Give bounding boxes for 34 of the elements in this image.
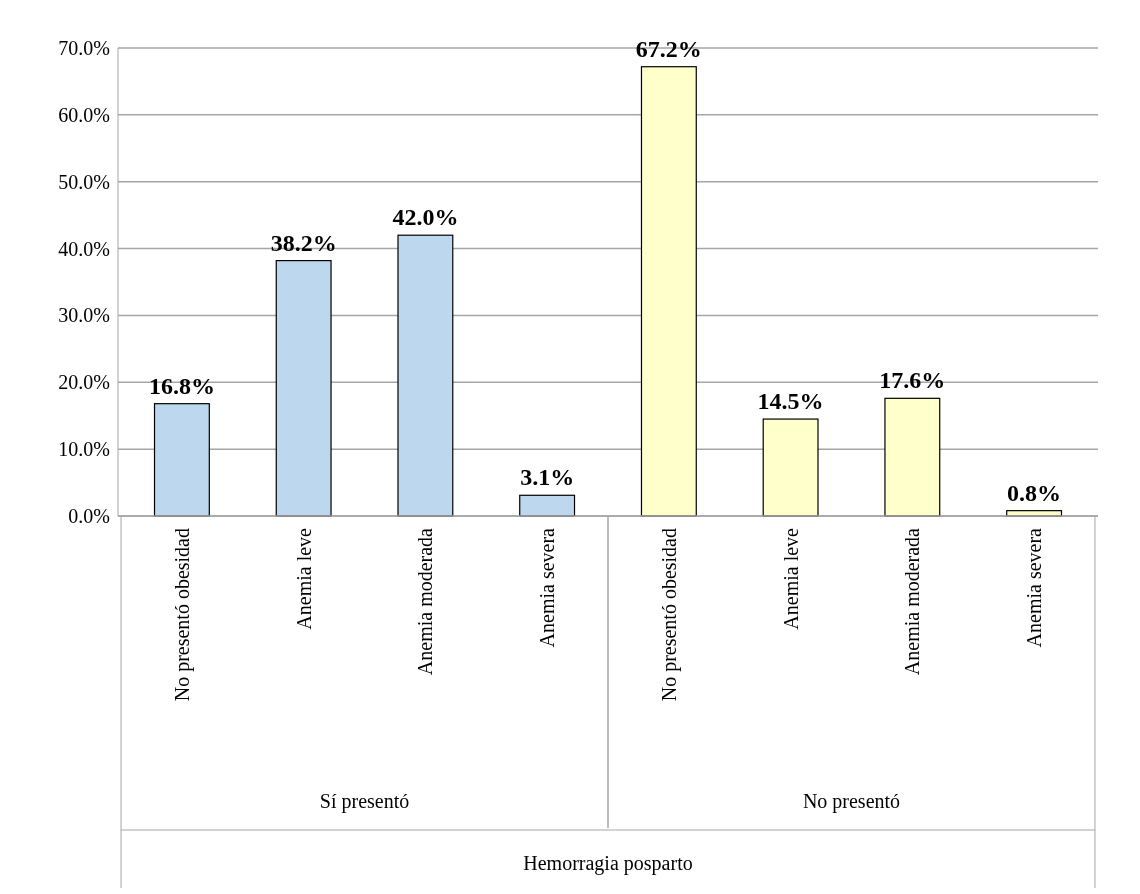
y-tick-label: 70.0% bbox=[58, 37, 110, 59]
bar bbox=[762, 418, 819, 517]
y-tick-label: 0.0% bbox=[68, 505, 110, 527]
bar bbox=[640, 66, 697, 517]
bar bbox=[397, 234, 454, 517]
y-tick-label: 40.0% bbox=[58, 237, 110, 260]
bar bbox=[519, 494, 576, 517]
x-tick-label: Anemia moderada bbox=[901, 527, 924, 676]
y-tick-label: 10.0% bbox=[58, 438, 110, 461]
bar bbox=[153, 403, 210, 517]
data-label: 16.8% bbox=[148, 372, 215, 399]
y-tick-label: 30.0% bbox=[58, 304, 110, 327]
data-label: 67.2% bbox=[635, 35, 702, 62]
bar bbox=[884, 397, 941, 517]
y-tick-label: 50.0% bbox=[58, 170, 110, 193]
bar bbox=[275, 260, 332, 517]
data-label: 0.8% bbox=[1007, 479, 1062, 506]
x-tick-label: Anemia leve bbox=[779, 527, 802, 630]
data-label: 3.1% bbox=[520, 464, 575, 491]
text: Sí presentó bbox=[319, 790, 410, 813]
data-label: 38.2% bbox=[270, 229, 337, 256]
x-tick-label: No presentó obesidad bbox=[170, 528, 194, 702]
x-tick-label: Anemia severa bbox=[536, 527, 559, 648]
data-label: 14.5% bbox=[757, 388, 824, 415]
x-tick-label: Anemia moderada bbox=[414, 527, 437, 676]
text: Hemorragia posparto bbox=[523, 852, 693, 875]
x-tick-label: Anemia leve bbox=[292, 527, 315, 630]
data-label: 17.6% bbox=[879, 367, 946, 394]
x-tick-label: Anemia severa bbox=[1023, 527, 1046, 648]
text: No presentó bbox=[802, 790, 901, 813]
x-tick-label: No presentó obesidad bbox=[657, 528, 681, 702]
y-tick-label: 60.0% bbox=[58, 103, 110, 126]
data-label: 42.0% bbox=[392, 204, 459, 231]
y-tick-label: 20.0% bbox=[58, 371, 110, 394]
